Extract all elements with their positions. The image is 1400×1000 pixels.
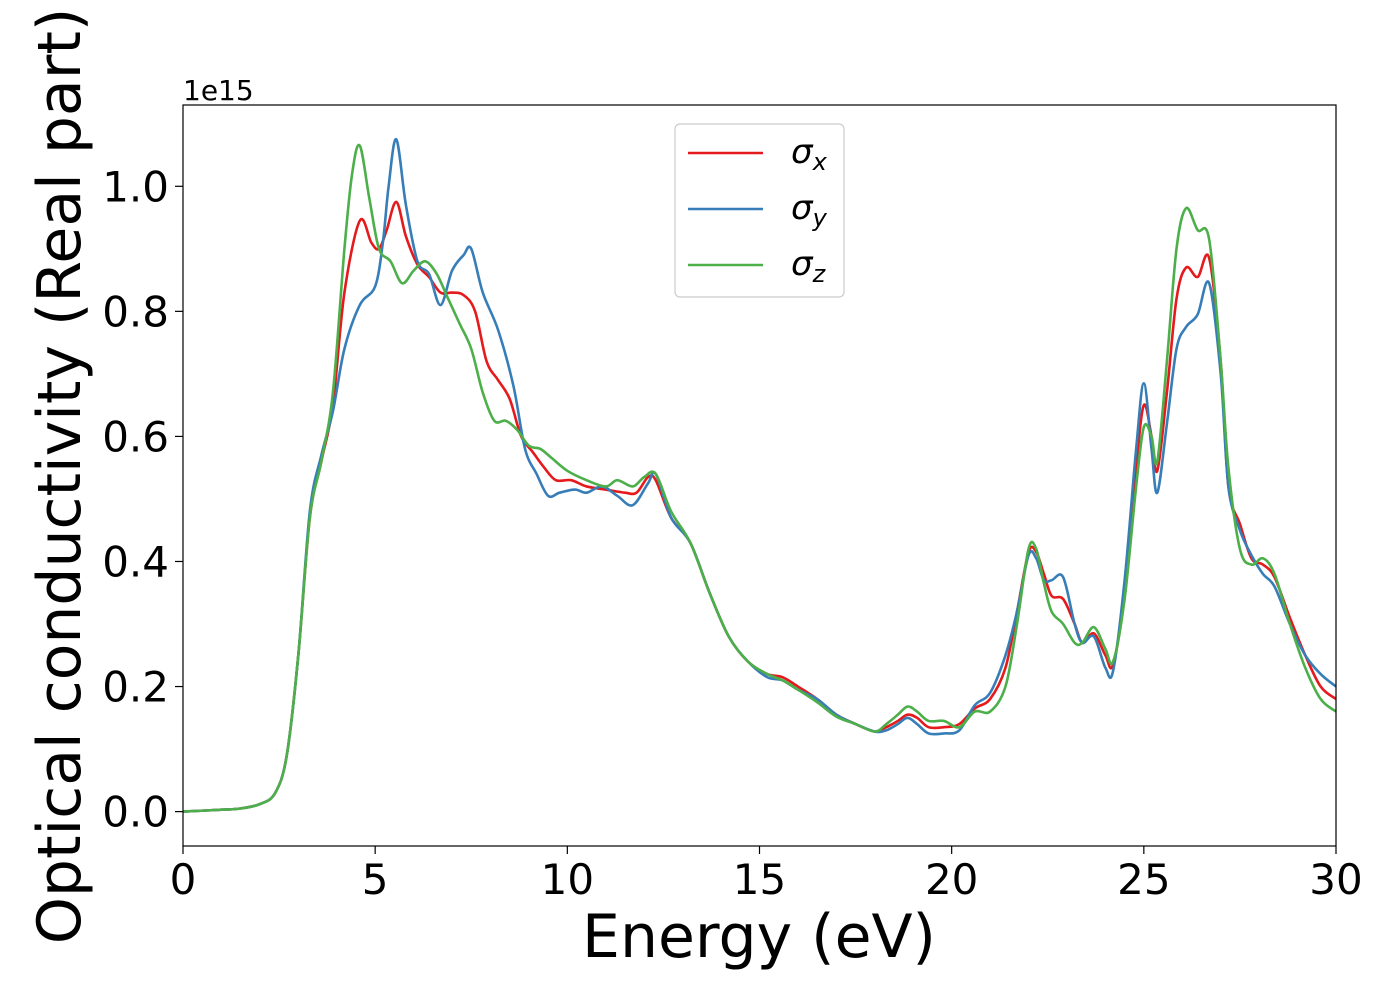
y-tick-label: 0.0 bbox=[102, 788, 169, 837]
y-tick-label: 1.0 bbox=[102, 162, 169, 211]
x-axis-ticks: 0 5 10 15 20 25 30 bbox=[170, 846, 1363, 904]
plot-series-layer bbox=[183, 138, 1336, 813]
y-axis-ticks: 0.0 0.2 0.4 0.6 0.8 1.0 bbox=[102, 162, 183, 837]
x-tick-label: 30 bbox=[1309, 855, 1362, 904]
y-tick-label: 0.6 bbox=[102, 412, 169, 461]
x-axis-label: Energy (eV) bbox=[582, 902, 936, 972]
y-tick-label: 0.2 bbox=[102, 663, 169, 712]
x-tick-label: 20 bbox=[925, 855, 978, 904]
x-tick-label: 10 bbox=[541, 855, 594, 904]
x-tick-label: 0 bbox=[170, 855, 197, 904]
legend: σx σy σz bbox=[674, 123, 845, 298]
legend-label-x: σx bbox=[791, 132, 828, 176]
x-tick-label: 15 bbox=[733, 855, 786, 904]
y-axis-label: Optical conductivity (Real part) bbox=[25, 8, 95, 945]
y-offset-label: 1e15 bbox=[183, 74, 254, 107]
x-tick-label: 25 bbox=[1117, 855, 1170, 904]
legend-label-y: σy bbox=[791, 188, 828, 232]
x-tick-label: 5 bbox=[362, 855, 389, 904]
legend-box bbox=[674, 123, 845, 298]
y-tick-label: 0.8 bbox=[102, 287, 169, 336]
y-tick-label: 0.4 bbox=[102, 537, 169, 586]
series-line-y bbox=[183, 138, 1336, 813]
series-line-z bbox=[183, 143, 1336, 813]
legend-items: σx σy σz bbox=[688, 132, 828, 288]
legend-label-z: σz bbox=[791, 244, 827, 288]
